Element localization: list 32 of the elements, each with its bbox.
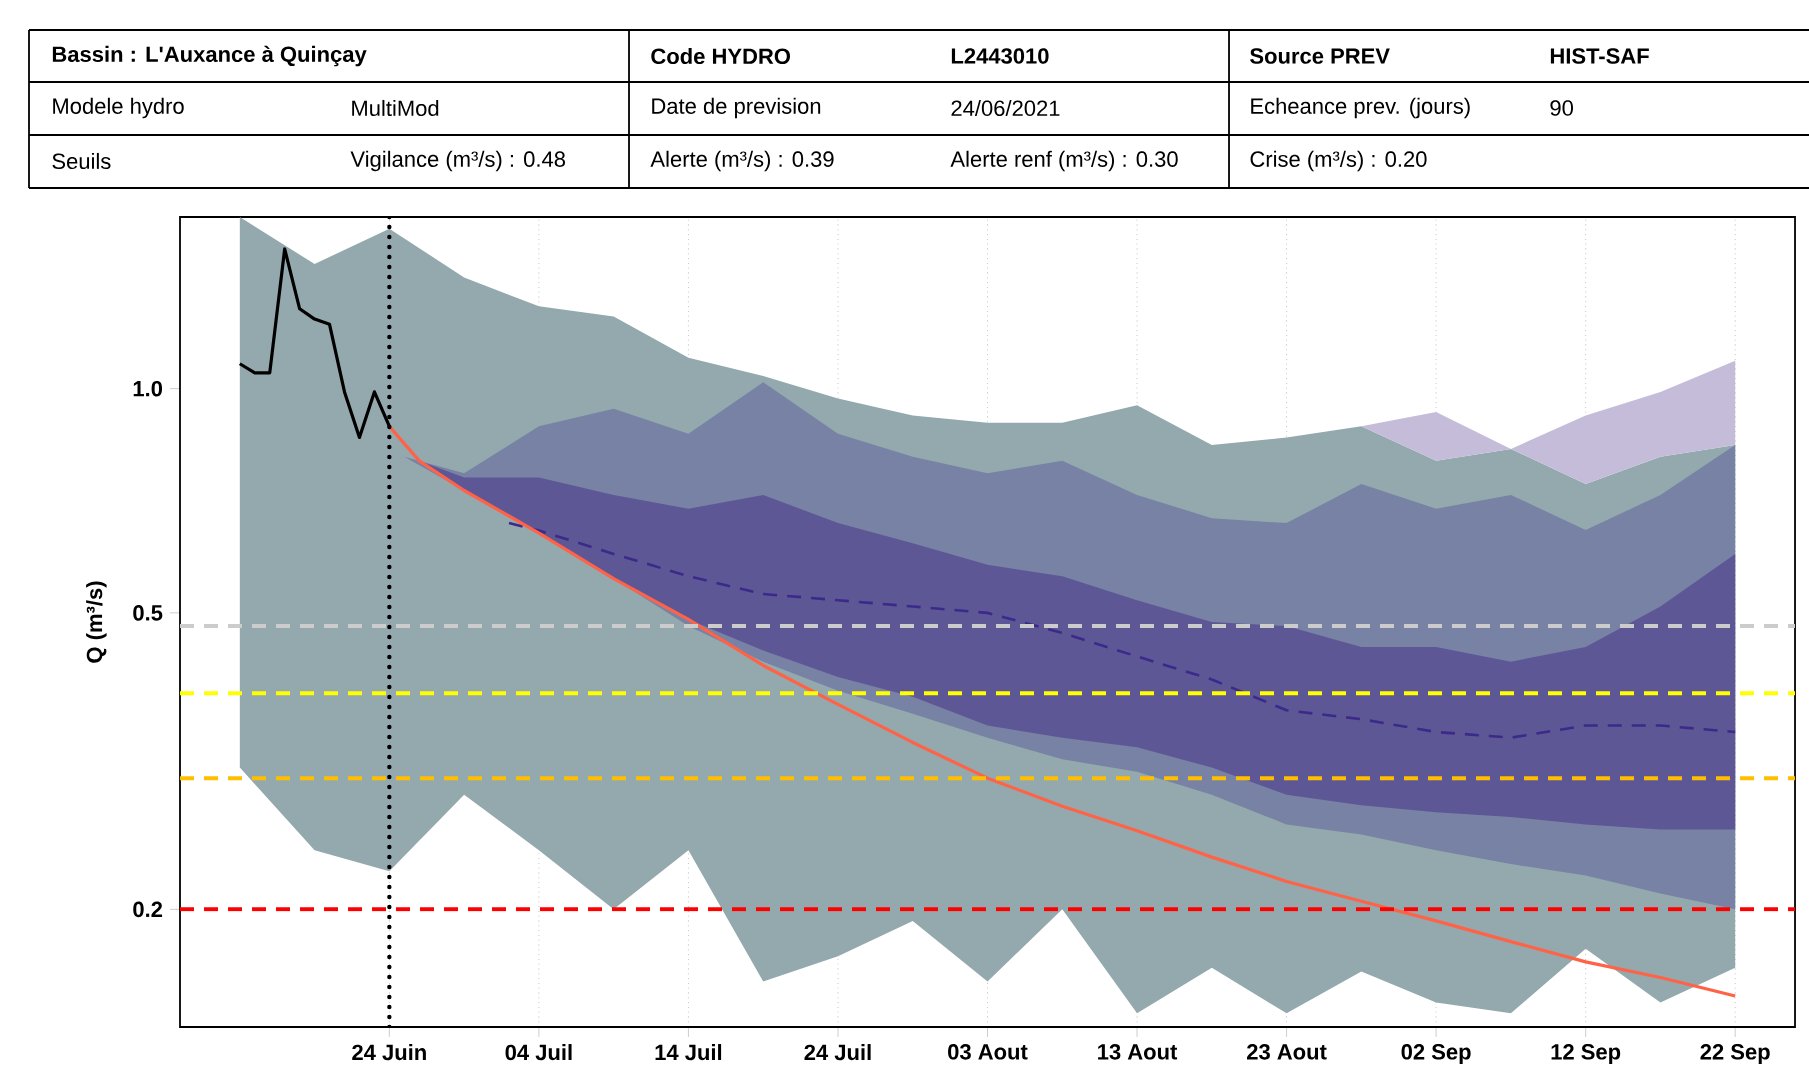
text: L2443010 [951, 48, 1049, 64]
y-tick-label: 0.5 [133, 605, 163, 621]
text: HIST-SAF [1550, 48, 1649, 64]
text: Echeance prev. (jours) [1251, 97, 1470, 119]
x-tick-label: 14 Juil [655, 1044, 722, 1061]
y-axis-title: Q (m³/s) [86, 581, 107, 663]
text: Alerte renf (m³/s) : 0.30 [950, 150, 1178, 172]
text: Vigilance (m³/s) : 0.48 [350, 150, 566, 172]
y-tick-label: 1.0 [133, 380, 163, 397]
x-tick-label: 13 Aout [1098, 1044, 1178, 1060]
text: Crise (m³/s) : 0.20 [1250, 150, 1427, 172]
text: 90 [1550, 100, 1574, 116]
x-tick-label: 23 Aout [1247, 1044, 1327, 1060]
x-tick-label: 12 Sep [1551, 1044, 1621, 1064]
x-tick-label: 24 Juil [804, 1044, 871, 1061]
text: Seuils [52, 152, 111, 170]
text: Code HYDRO [651, 47, 791, 65]
line-series [387, 424, 1737, 998]
text: Date de prevision [652, 97, 821, 119]
x-tick-label: 04 Juil [505, 1044, 572, 1061]
x-tick-label: 02 Sep [1401, 1044, 1471, 1064]
x-tick-label: 03 Aout [948, 1044, 1028, 1060]
text: Modele hydro [53, 97, 184, 119]
text: Alerte (m³/s) : 0.39 [650, 150, 834, 172]
text: MultiMod [352, 99, 439, 117]
line-series [507, 521, 1737, 739]
text: 24/06/2021 [951, 99, 1060, 117]
x-tick-label: 24 Juin [352, 1044, 426, 1061]
y-tick-label: 0.2 [133, 901, 163, 918]
text: Bassin : L'Auxance à Quinçay [52, 45, 367, 67]
source-note: Source PREV [1250, 48, 1390, 64]
x-tick-label: 22 Sep [1700, 1044, 1770, 1064]
